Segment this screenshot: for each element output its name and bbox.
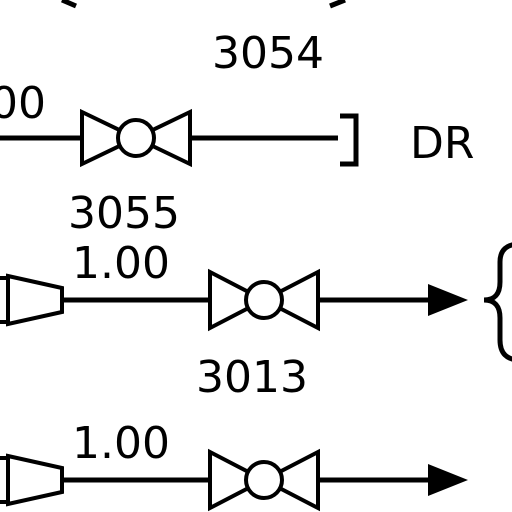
tag-3054: 3054 (212, 28, 324, 79)
line-size-bottom: 1.00 (72, 418, 170, 469)
reducer-middle (0, 273, 64, 327)
gate-valve-3055 (80, 108, 192, 168)
flow-arrow-middle (428, 284, 468, 316)
gate-valve-3013 (208, 268, 320, 332)
tag-3055: 3055 (68, 188, 180, 239)
tag-3013: 3013 (196, 352, 308, 403)
line-size-middle: 1.00 (72, 238, 170, 289)
valve-3054-partial (61, 0, 346, 9)
brace (483, 242, 512, 362)
drain-label: DR (410, 118, 474, 169)
drain-cap (340, 113, 359, 167)
gate-valve-bottom (208, 448, 320, 512)
reducer-bottom (0, 453, 64, 507)
flow-arrow-bottom (428, 464, 468, 496)
line-size-top: 00 (0, 78, 46, 129)
